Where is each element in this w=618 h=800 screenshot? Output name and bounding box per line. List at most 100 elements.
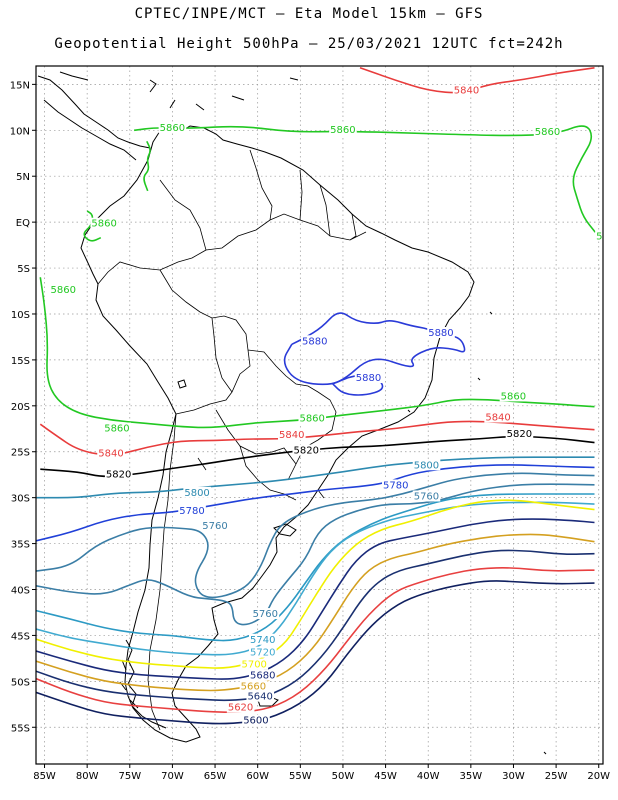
small-islands xyxy=(407,311,547,755)
contour-label-bg xyxy=(505,428,534,440)
contour-label-bg xyxy=(104,468,133,480)
contour-label-bg xyxy=(412,459,441,471)
contour-5760 xyxy=(36,483,595,626)
contour-label: 5860 xyxy=(91,219,116,230)
contour-labels: 5840 5860 5860 5860 5860 586 5860 5880 5880 5880 5… xyxy=(49,84,615,727)
contour-label-bg xyxy=(49,283,78,295)
contour-5860 xyxy=(133,125,596,233)
contour-label: 5620 xyxy=(228,703,253,714)
south-america-coastline xyxy=(80,125,475,743)
x-tick-label: 55W xyxy=(289,771,312,782)
contour-5620 xyxy=(36,567,595,713)
contour-label: 5660 xyxy=(241,682,266,693)
contour-label-bg xyxy=(103,422,131,434)
x-tick-label: 85W xyxy=(33,771,56,782)
contour-label: 5860 xyxy=(501,391,526,402)
y-tick-label: 20S xyxy=(11,402,30,413)
contour-label-bg xyxy=(301,335,329,347)
y-tick-label: EQ xyxy=(16,218,30,229)
contour-label: 5760 xyxy=(253,609,278,620)
x-tick-label: 30W xyxy=(502,771,525,782)
contour-label-bg xyxy=(201,519,229,531)
contour-label-bg xyxy=(249,633,277,645)
contour-label: 5880 xyxy=(428,328,453,339)
contour-label-bg xyxy=(97,447,125,459)
contour-5640 xyxy=(36,549,595,702)
contour-label: 5640 xyxy=(247,692,272,703)
x-tick-label: 60W xyxy=(246,771,269,782)
contour-5780 xyxy=(36,464,595,542)
y-tick-label: 50S xyxy=(11,677,30,688)
lake-titicaca xyxy=(177,379,187,389)
contour-label-bg xyxy=(178,505,206,517)
contour-label-bg xyxy=(278,428,306,440)
contour-label-bg xyxy=(251,608,280,620)
y-tick-label: 45S xyxy=(11,631,30,642)
contour-label: 5860 xyxy=(299,413,324,424)
contour-label-bg xyxy=(90,217,119,229)
x-tick-label: 70W xyxy=(161,771,184,782)
contour-label-bg xyxy=(240,658,269,670)
x-tick-label: 35W xyxy=(460,771,483,782)
contour-label: 5600 xyxy=(243,716,268,727)
map-subtitle: Geopotential Height 500hPa – 25/03/2021 … xyxy=(54,36,564,52)
contour-label: 586 xyxy=(596,232,615,243)
contour-label-bg xyxy=(242,714,270,726)
contour-label-bg xyxy=(226,701,255,713)
contour-label-bg xyxy=(484,411,512,423)
contour-label-bg xyxy=(249,646,277,658)
contour-label: 5800 xyxy=(414,460,439,471)
y-tick-label: 5S xyxy=(17,264,30,275)
contour-label-bg xyxy=(246,690,275,702)
contour-5600 xyxy=(36,580,595,725)
x-tick-label: 20W xyxy=(587,771,610,782)
contour-label-bg xyxy=(499,390,528,402)
x-tick-label: 25W xyxy=(545,771,568,782)
contour-label: 5720 xyxy=(250,648,275,659)
contour-label: 5780 xyxy=(383,480,408,491)
contour-label: 5740 xyxy=(250,635,275,646)
contour-label: 5860 xyxy=(330,125,355,136)
contour-label: 5840 xyxy=(98,448,123,459)
contour-label: 5820 xyxy=(507,429,532,440)
contour-label: 5700 xyxy=(241,660,266,671)
contour-label: 5780 xyxy=(179,506,204,517)
caribbean-coast xyxy=(59,71,299,111)
contour-5860 xyxy=(39,277,595,429)
contour-label-bg xyxy=(595,230,603,242)
contour-5760 xyxy=(36,472,595,599)
y-tick-label: 25S xyxy=(11,448,30,459)
contour-label: 5860 xyxy=(50,285,75,296)
x-tick-label: 65W xyxy=(204,771,227,782)
south-chile-archipelago xyxy=(119,639,167,729)
contour-label: 5840 xyxy=(279,430,304,441)
contour-5720 xyxy=(36,501,595,656)
contour-label-bg xyxy=(249,669,277,681)
contour-label: 5680 xyxy=(250,671,275,682)
axis-ticks: 85W 80W 75W 70W 65W 60W 55W 50W 45W 40W 35W 30W 25W 2… xyxy=(10,80,610,782)
central-america-coastline xyxy=(37,75,151,161)
contour-label: 5760 xyxy=(202,521,227,532)
contour-label-bg xyxy=(329,124,357,136)
contour-5740 xyxy=(36,493,595,642)
contour-5860 xyxy=(83,210,102,242)
contour-label: 5880 xyxy=(302,336,327,347)
contour-5800 xyxy=(36,456,595,499)
contour-label: 5860 xyxy=(104,424,129,435)
contour-label-bg xyxy=(412,490,441,502)
contour-label-bg xyxy=(354,372,383,384)
contour-label-bg xyxy=(298,412,327,424)
contour-label: 5800 xyxy=(184,488,209,499)
y-tick-label: 15N xyxy=(10,80,30,91)
y-tick-label: 55S xyxy=(11,723,30,734)
contour-label: 5820 xyxy=(293,446,318,457)
contour-5700 xyxy=(36,499,595,669)
y-tick-label: 30S xyxy=(11,494,30,505)
x-tick-label: 80W xyxy=(76,771,99,782)
contour-label-bg xyxy=(239,680,268,692)
y-tick-label: 15S xyxy=(11,356,30,367)
x-tick-label: 45W xyxy=(374,771,397,782)
x-tick-label: 75W xyxy=(118,771,141,782)
contour-label: 5840 xyxy=(485,413,510,424)
